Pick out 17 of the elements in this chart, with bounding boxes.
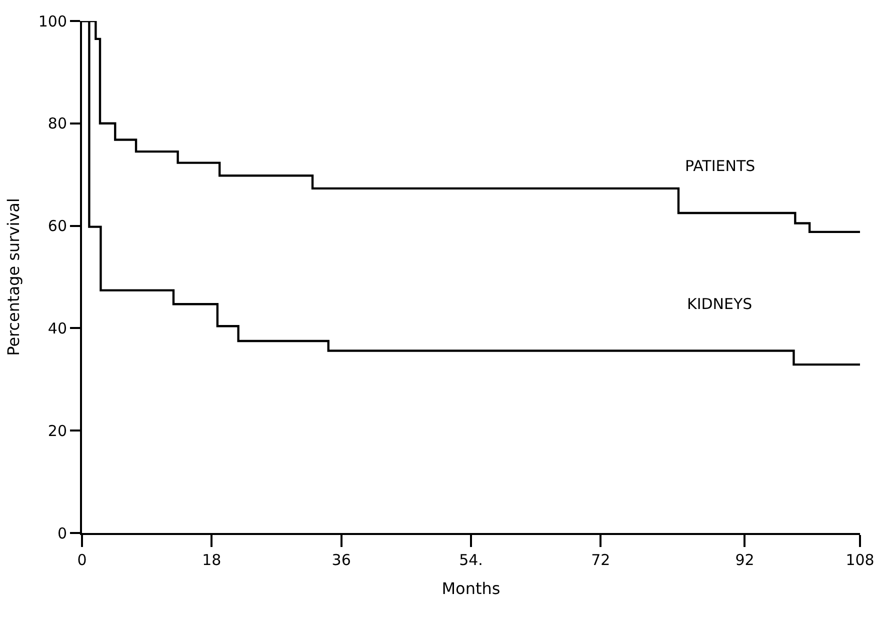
x-axis-title: Months (442, 579, 500, 598)
text: KIDNEYS (687, 295, 752, 313)
y-tick-label: 100 (38, 12, 67, 30)
y-tick-label: 80 (48, 114, 67, 133)
x-tick-label: 36 (332, 551, 351, 569)
x-tick-label: 108 (846, 551, 874, 569)
y-tick-label: 60 (48, 217, 67, 236)
y-tick-label: 20 (48, 422, 67, 440)
x-tick-label: 92 (735, 551, 754, 569)
y-axis-title: Percentage survival (4, 198, 23, 356)
x-tick-label: 72 (591, 551, 610, 569)
y-tick-label: 0 (57, 524, 67, 542)
y-tick-label: 40 (48, 319, 67, 338)
x-tick-label: 54. (459, 551, 483, 569)
series-label: PATIENTS (685, 157, 756, 175)
x-tick-label: 18 (202, 551, 222, 569)
x-tick-label: 0 (77, 551, 87, 569)
